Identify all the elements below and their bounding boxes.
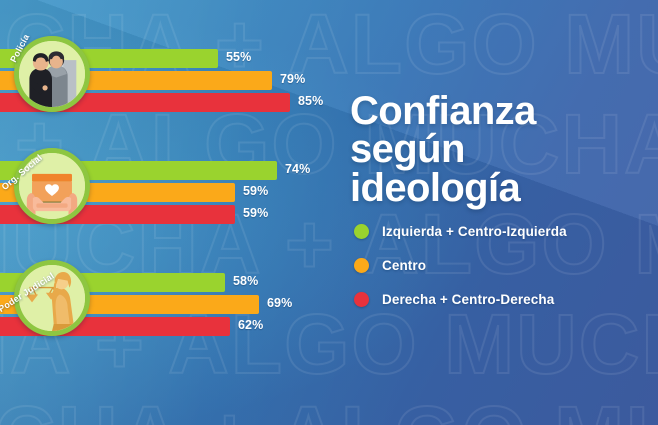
icon-badge-policia xyxy=(14,36,90,112)
bar-value-label: 79% xyxy=(280,72,306,86)
bar-value-label: 69% xyxy=(267,296,293,310)
icon-badge-poder-judicial xyxy=(14,260,90,336)
bar-value-label: 74% xyxy=(285,162,311,176)
bar-chart: 55% 79% 85% xyxy=(0,28,340,352)
right-panel: Confianza según ideología Izquierda + Ce… xyxy=(344,0,658,425)
legend-label: Izquierda + Centro-Izquierda xyxy=(382,223,567,239)
bar-value-label: 59% xyxy=(243,184,269,198)
chart-legend: Izquierda + Centro-Izquierda Centro Dere… xyxy=(354,214,654,316)
page-title: Confianza según ideología xyxy=(350,89,656,210)
title-line-2: ideología xyxy=(350,165,521,210)
title-line-1: Confianza según xyxy=(350,89,536,172)
bar-value-label: 59% xyxy=(243,206,269,220)
bar-value-label: 55% xyxy=(226,50,252,64)
legend-dot-orange-icon xyxy=(354,257,369,273)
legend-dot-red-icon xyxy=(354,291,369,307)
legend-item-centro[interactable]: Centro xyxy=(354,248,654,282)
legend-label: Derecha + Centro-Derecha xyxy=(382,291,555,307)
donation-box-heart-hands-icon xyxy=(19,153,85,219)
icon-badge-org-social xyxy=(14,148,90,224)
chart-group-policia: 55% 79% 85% xyxy=(0,28,340,128)
legend-label: Centro xyxy=(382,257,427,273)
legend-dot-green-icon xyxy=(354,223,369,239)
police-officers-icon xyxy=(19,41,85,107)
chart-group-poder-judicial: 58% 69% 62% xyxy=(0,252,340,352)
legend-item-izquierda[interactable]: Izquierda + Centro-Izquierda xyxy=(354,214,654,248)
chart-group-org-social: 74% 59% 59% xyxy=(0,140,340,240)
legend-item-derecha[interactable]: Derecha + Centro-Derecha xyxy=(354,282,654,316)
bar-value-label: 62% xyxy=(238,318,264,332)
bar-value-label: 58% xyxy=(233,274,259,288)
bar-value-label: 85% xyxy=(298,94,324,108)
lady-justice-scales-icon xyxy=(19,265,85,331)
